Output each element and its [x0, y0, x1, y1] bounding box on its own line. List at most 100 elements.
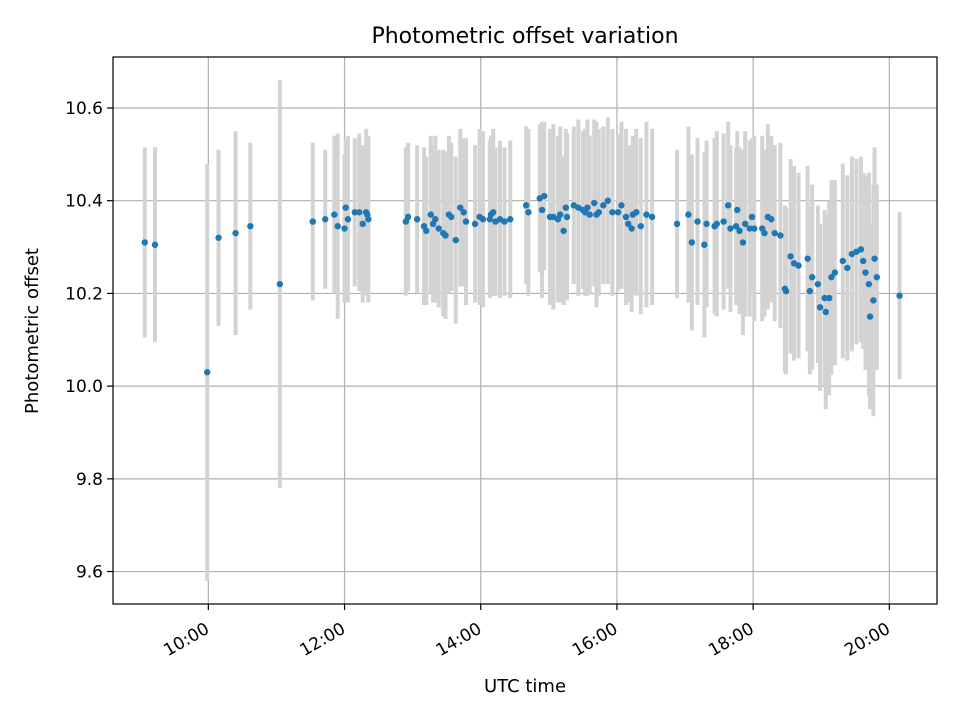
- data-point: [701, 241, 708, 248]
- data-point: [560, 227, 567, 235]
- data-point: [563, 213, 571, 221]
- data-point: [694, 218, 701, 225]
- data-point: [768, 216, 775, 223]
- data-point: [556, 211, 564, 218]
- data-point: [804, 255, 811, 262]
- data-point: [595, 209, 602, 216]
- data-point: [460, 209, 467, 216]
- data-point: [821, 294, 828, 302]
- data-point: [344, 216, 352, 223]
- data-point: [141, 239, 148, 246]
- data-point: [432, 216, 439, 223]
- data-point: [828, 273, 835, 281]
- data-point: [703, 220, 710, 228]
- data-point: [232, 229, 239, 237]
- data-point: [625, 220, 632, 228]
- y-tick-label: 10.2: [65, 284, 103, 304]
- data-point: [637, 222, 644, 230]
- x-axis-label: UTC time: [484, 676, 566, 697]
- data-point: [448, 213, 455, 221]
- data-point: [896, 292, 903, 299]
- data-point: [857, 246, 865, 253]
- data-point: [452, 236, 459, 244]
- data-point: [609, 209, 616, 216]
- data-point: [204, 369, 211, 376]
- data-point: [522, 202, 530, 209]
- data-point: [736, 227, 743, 235]
- data-point: [648, 213, 656, 221]
- data-point: [600, 202, 607, 209]
- data-point: [614, 209, 622, 216]
- data-point: [628, 225, 635, 232]
- data-point: [427, 211, 434, 218]
- data-point: [525, 209, 532, 216]
- data-point: [471, 220, 479, 228]
- y-axis-label: Photometric offset: [22, 248, 43, 414]
- data-point: [777, 232, 784, 239]
- y-tick-label: 9.8: [76, 470, 103, 490]
- data-point: [806, 287, 814, 295]
- data-point: [844, 264, 851, 272]
- data-point: [643, 211, 650, 218]
- data-point: [727, 225, 734, 232]
- data-point: [622, 213, 630, 221]
- data-point: [865, 280, 873, 288]
- data-point: [873, 273, 881, 281]
- data-point: [322, 216, 329, 223]
- data-point: [423, 227, 430, 235]
- data-point: [604, 197, 612, 204]
- data-point: [724, 202, 732, 209]
- data-point: [404, 213, 412, 221]
- data-point: [831, 269, 839, 276]
- data-point: [761, 229, 768, 237]
- plot-frame: [112, 56, 938, 605]
- data-point: [741, 220, 749, 228]
- data-point: [507, 216, 514, 223]
- data-point: [501, 218, 508, 225]
- data-point: [215, 234, 222, 241]
- data-point: [309, 218, 316, 225]
- data-point: [351, 209, 358, 216]
- data-point: [435, 225, 442, 232]
- data-point: [365, 216, 372, 223]
- data-point: [331, 211, 338, 218]
- data-point: [720, 218, 727, 225]
- data-point: [739, 239, 747, 246]
- y-tick-label: 10.4: [65, 192, 103, 212]
- data-point: [751, 225, 758, 232]
- data-point: [633, 209, 640, 216]
- data-point: [734, 206, 741, 214]
- y-tick-label: 10.0: [65, 377, 103, 397]
- data-point: [732, 222, 740, 230]
- data-point: [795, 262, 802, 269]
- data-point: [787, 253, 794, 260]
- data-point: [825, 294, 833, 302]
- data-point: [713, 220, 721, 228]
- data-point: [822, 308, 829, 316]
- data-point: [584, 204, 591, 211]
- data-point: [685, 211, 692, 218]
- data-point: [871, 255, 878, 262]
- data-point: [342, 204, 349, 211]
- data-point: [538, 206, 546, 214]
- data-point: [479, 216, 487, 223]
- chart-title: Photometric offset variation: [371, 24, 678, 49]
- data-point: [746, 225, 753, 232]
- data-point: [276, 280, 284, 288]
- data-point: [673, 220, 681, 228]
- data-point: [860, 257, 867, 265]
- data-point: [247, 222, 254, 230]
- data-point: [457, 204, 464, 211]
- data-point: [748, 213, 756, 221]
- data-point: [359, 220, 366, 228]
- data-point: [462, 218, 470, 225]
- y-tick-label: 10.6: [65, 99, 103, 119]
- data-point: [586, 211, 593, 218]
- point-layer: [141, 192, 903, 376]
- data-point: [541, 192, 548, 200]
- data-point: [341, 225, 348, 232]
- y-tick-label: 9.6: [76, 563, 103, 583]
- data-point: [618, 202, 625, 209]
